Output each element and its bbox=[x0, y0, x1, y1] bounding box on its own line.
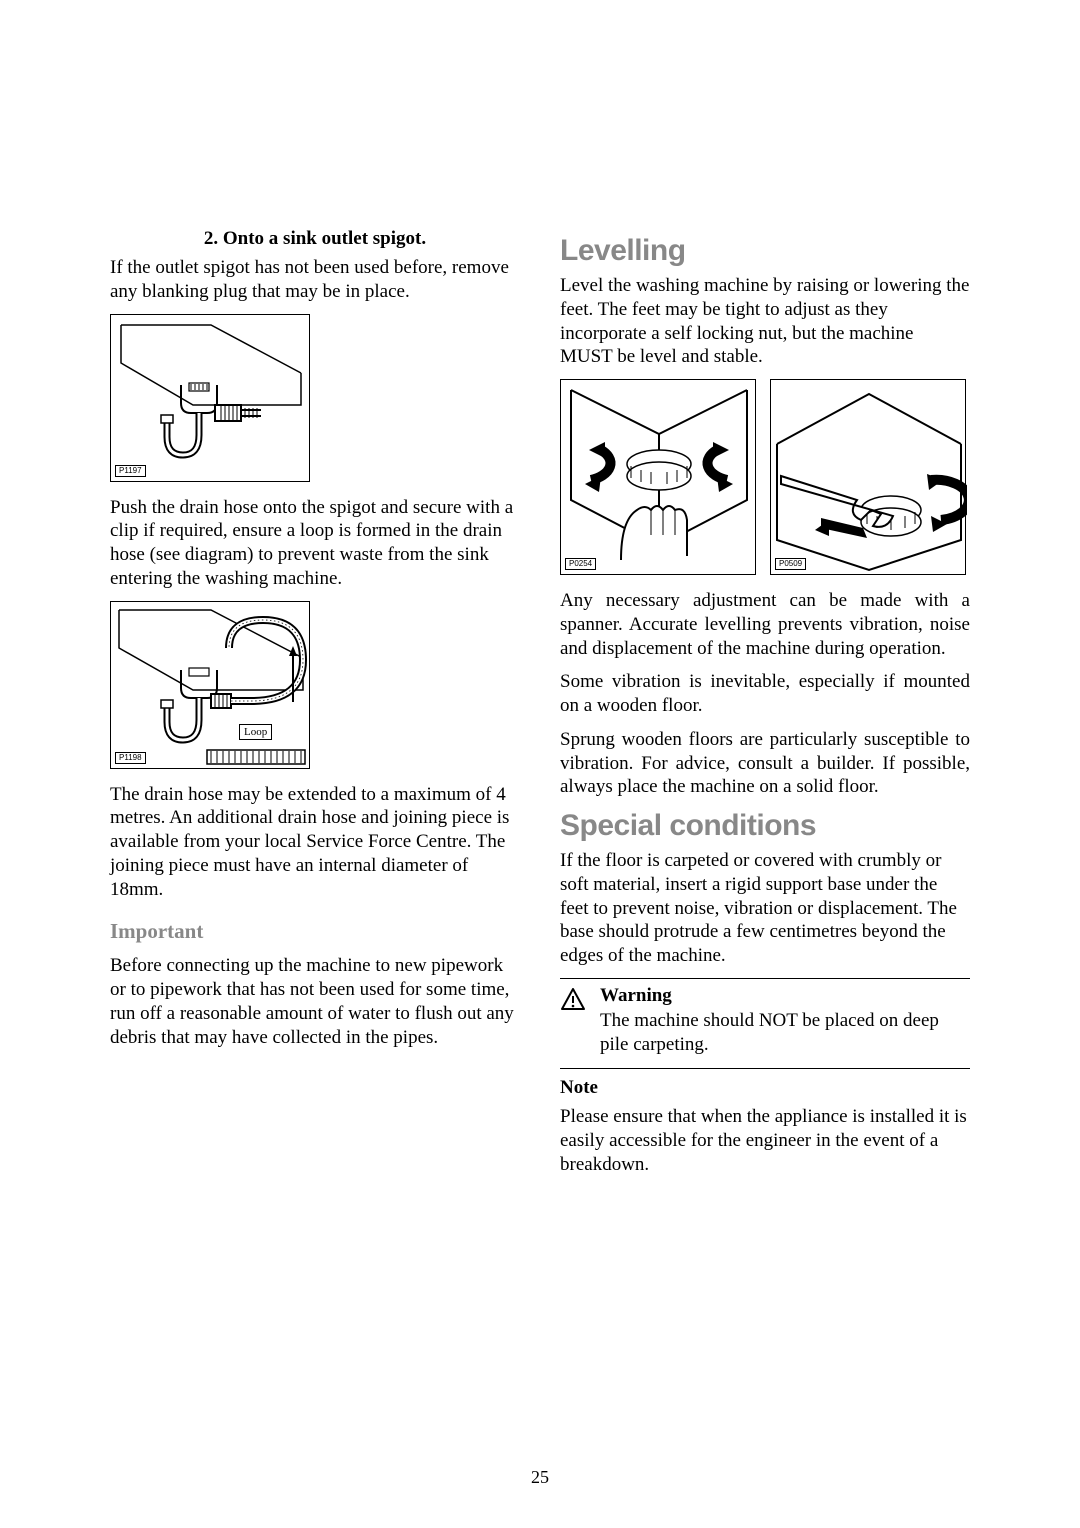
paragraph: If the floor is carpeted or covered with… bbox=[560, 849, 970, 968]
loop-label: Loop bbox=[239, 724, 272, 740]
figure-sink-spigot: P1197 bbox=[110, 314, 310, 482]
paragraph: The drain hose may be extended to a maxi… bbox=[110, 783, 520, 902]
warning-text: Warning The machine should NOT be placed… bbox=[600, 985, 970, 1057]
subheading-spigot: 2. Onto a sink outlet spigot. bbox=[110, 228, 520, 250]
figure-tag: P1198 bbox=[115, 752, 146, 764]
warning-body: The machine should NOT be placed on deep… bbox=[600, 1010, 939, 1055]
figure-level-spanner: P0509 bbox=[770, 379, 966, 575]
paragraph: Sprung wooden floors are particularly su… bbox=[560, 728, 970, 799]
warning-heading: Warning bbox=[600, 985, 970, 1007]
note-heading: Note bbox=[560, 1077, 970, 1099]
left-column: 2. Onto a sink outlet spigot. If the out… bbox=[110, 228, 520, 1187]
paragraph: Any necessary adjustment can be made wit… bbox=[560, 589, 970, 660]
paragraph: Some vibration is inevitable, especially… bbox=[560, 670, 970, 718]
paragraph: Please ensure that when the appliance is… bbox=[560, 1105, 970, 1176]
figure-drain-loop: Loop P1198 bbox=[110, 601, 310, 769]
page-number: 25 bbox=[0, 1467, 1080, 1488]
figure-tag: P1197 bbox=[115, 465, 146, 477]
warning-icon bbox=[560, 985, 588, 1057]
figure-level-hand: P0254 bbox=[560, 379, 756, 575]
figure-tag: P0509 bbox=[775, 558, 806, 570]
paragraph: Before connecting up the machine to new … bbox=[110, 954, 520, 1049]
important-heading: Important bbox=[110, 919, 520, 944]
figure-levelling-row: P0254 bbox=[560, 379, 970, 575]
figure-tag: P0254 bbox=[565, 558, 596, 570]
paragraph: Push the drain hose onto the spigot and … bbox=[110, 496, 520, 591]
heading-special-conditions: Special conditions bbox=[560, 809, 970, 843]
heading-levelling: Levelling bbox=[560, 234, 970, 268]
warning-block: Warning The machine should NOT be placed… bbox=[560, 978, 970, 1070]
paragraph: If the outlet spigot has not been used b… bbox=[110, 256, 520, 304]
right-column: Levelling Level the washing machine by r… bbox=[560, 228, 970, 1187]
paragraph: Level the washing machine by raising or … bbox=[560, 274, 970, 369]
